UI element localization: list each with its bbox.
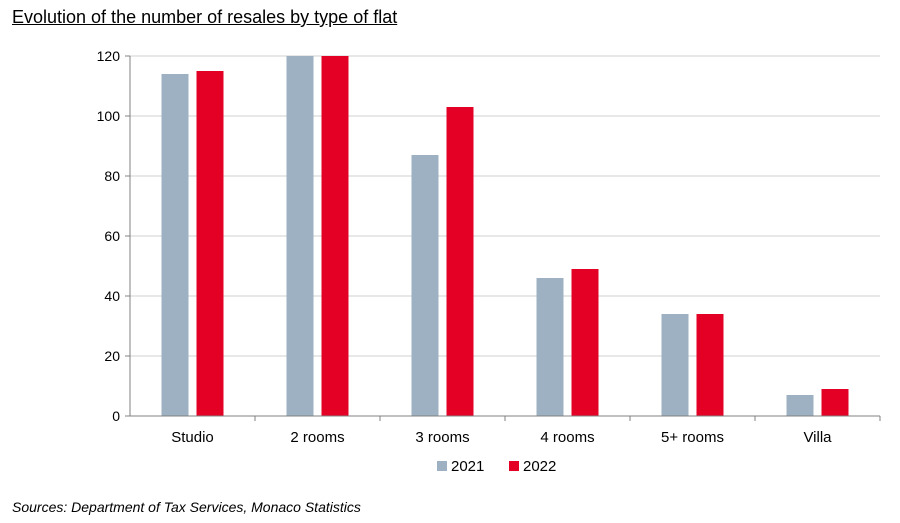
bar-2021-4-rooms (536, 278, 564, 416)
source-note: Sources: Department of Tax Services, Mon… (12, 499, 361, 515)
bar-2022-studio (196, 71, 224, 416)
legend-swatch-2021 (437, 461, 447, 471)
y-axis-ticks: 0 20 40 60 80 100 120 (97, 48, 130, 424)
bar-2021-5-rooms (661, 314, 689, 416)
y-tick-label: 100 (97, 108, 121, 124)
y-tick-label: 80 (104, 168, 120, 184)
bar-2021-3-rooms (411, 155, 439, 416)
y-tick-label: 40 (104, 288, 120, 304)
x-tick-label: 3 rooms (415, 429, 469, 446)
y-tick-label: 20 (104, 348, 120, 364)
legend-label-2022: 2022 (523, 458, 556, 475)
y-tick-label: 120 (97, 48, 121, 64)
legend-swatch-2022 (509, 461, 519, 471)
chart-title: Evolution of the number of resales by ty… (12, 7, 398, 27)
bar-2022-5-rooms (696, 314, 724, 416)
bar-2022-2-rooms (321, 56, 349, 416)
bar-2022-4-rooms (571, 269, 599, 416)
legend-label-2021: 2021 (451, 458, 484, 475)
y-tick-label: 60 (104, 228, 120, 244)
x-tick-label: Villa (803, 429, 832, 446)
gridlines (130, 55, 880, 357)
bar-chart: 0 20 40 60 80 100 120 Studio 2 rooms 3 rooms 4 ro… (97, 48, 881, 475)
bars (161, 56, 849, 416)
x-tick-label: 5+ rooms (661, 429, 724, 446)
x-tick-label: Studio (171, 429, 214, 446)
x-tick-label: 4 rooms (540, 429, 594, 446)
bar-2021-studio (161, 74, 189, 416)
x-tick-label: 2 rooms (290, 429, 344, 446)
bar-2021-villa (786, 395, 814, 416)
x-axis-ticks: Studio 2 rooms 3 rooms 4 rooms 5+ rooms Villa (171, 416, 881, 446)
bar-2022-villa (821, 389, 849, 416)
bar-2021-2-rooms (286, 56, 314, 416)
y-tick-label: 0 (112, 408, 120, 424)
bar-2022-3-rooms (446, 107, 474, 416)
legend: 2021 2022 (437, 458, 556, 475)
